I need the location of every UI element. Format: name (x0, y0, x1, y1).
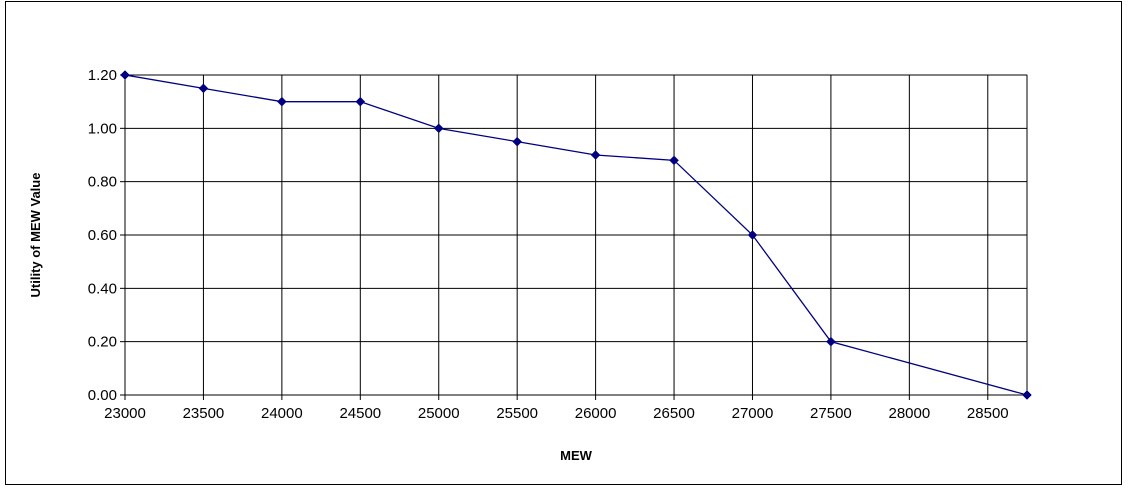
data-point-marker (669, 155, 679, 166)
data-point-marker (590, 150, 601, 160)
y-axis-ticks: 0.00 0.20 0.40 0.60 0.80 1.00 1.20 (88, 67, 125, 404)
data-point-marker (1022, 390, 1032, 400)
x-tick-label: 28500 (967, 405, 1009, 422)
x-tick-label: 26000 (575, 405, 617, 422)
x-tick-label: 25500 (496, 405, 538, 422)
y-tick-label: 1.00 (88, 120, 117, 137)
data-point-marker (277, 96, 287, 107)
data-point-marker (512, 136, 523, 147)
x-tick-label: 28000 (888, 405, 930, 422)
y-tick-label: 1.20 (88, 67, 117, 84)
x-tick-label: 27000 (732, 405, 774, 422)
data-point-marker (826, 336, 836, 347)
x-tick-label: 24500 (339, 405, 381, 422)
y-tick-label: 0.80 (88, 174, 117, 191)
x-tick-label: 27500 (810, 405, 852, 422)
data-point-marker (747, 230, 758, 240)
y-tick-label: 0.60 (88, 227, 117, 244)
y-tick-label: 0.20 (88, 334, 117, 351)
x-tick-label: 25000 (418, 405, 460, 422)
series-utility (120, 70, 1032, 400)
y-tick-label: 0.00 (88, 387, 117, 404)
x-tick-label: 23500 (183, 405, 225, 422)
x-axis-title: MEW (560, 448, 593, 463)
x-tick-label: 24000 (261, 405, 303, 422)
gridlines (124, 74, 1028, 396)
x-axis-ticks: 23000 23500 24000 24500 25000 25500 26000 26500… (104, 395, 1009, 422)
x-tick-label: 23000 (104, 405, 146, 422)
x-tick-label: 26500 (653, 405, 695, 422)
data-point-marker (120, 70, 130, 80)
y-tick-label: 0.40 (88, 280, 117, 297)
data-point-marker (433, 123, 444, 134)
data-point-marker (355, 96, 366, 107)
data-point-marker (198, 83, 209, 94)
y-axis-title: Utility of MEW Value (28, 173, 43, 298)
